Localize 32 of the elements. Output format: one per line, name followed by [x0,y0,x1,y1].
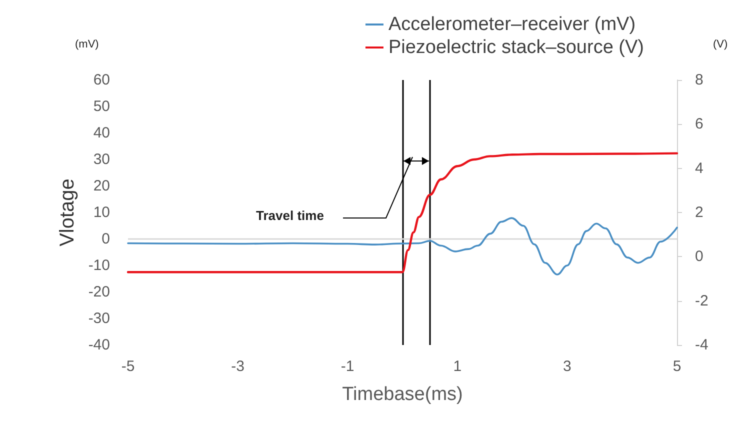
x-axis-title: Timebase(ms) [342,384,463,405]
x-tick-label: 5 [672,358,682,375]
y2-tick-label: 8 [695,72,704,88]
x-tick-label: 3 [563,358,572,375]
text: (V) [713,38,728,50]
x-tick-label: 1 [453,358,462,375]
y-tick-label: 40 [93,124,110,142]
y2-tick-label: 2 [695,204,704,221]
y-tick-label: 30 [93,151,110,168]
y-tick-label: 0 [102,230,110,248]
y-tick-label: -30 [88,310,110,327]
x-tick-label: -5 [121,358,135,375]
y2-tick-label: 0 [695,248,704,266]
y2-tick-label: 4 [695,160,704,177]
y-tick-label: -40 [88,336,110,354]
y2-tick-label: 6 [695,116,704,133]
y-tick-label: 50 [93,98,110,115]
y-tick-label: -10 [88,257,110,274]
y-tick-label: 60 [93,72,110,88]
x-tick-label: -1 [340,358,354,375]
x-tick-label: -3 [231,358,244,375]
y-axis-title: Vlotage [56,178,78,246]
legend-label: Accelerometer–receiver (mV) [388,14,636,35]
y2-tick-label: -2 [695,292,708,310]
annotation: Travel time [256,208,324,223]
y-tick-label: 10 [93,204,110,221]
y-tick-label: -20 [88,284,110,300]
line-series [126,152,678,274]
legend-label: Piezoelectric stack–source (V) [388,37,644,58]
y-tick-label: 20 [93,178,110,194]
text: (mV) [75,38,99,50]
y2-tick-label: -4 [695,336,708,354]
